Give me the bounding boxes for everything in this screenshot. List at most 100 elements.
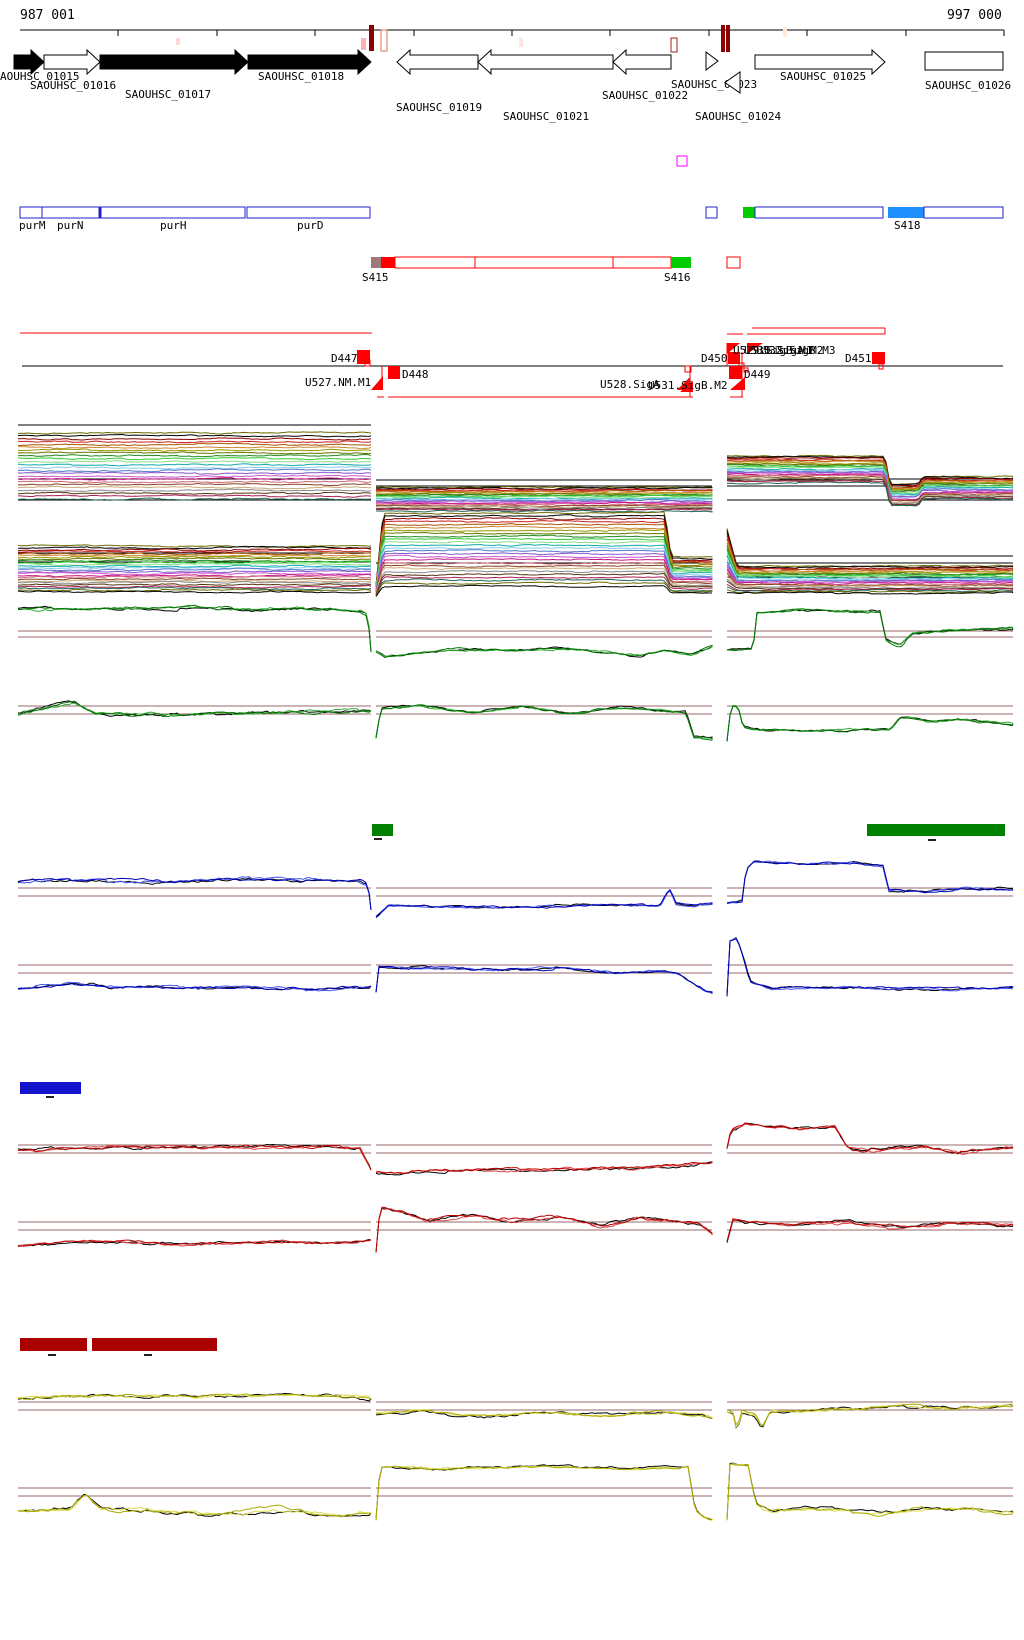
tu-flag-down-2[interactable] — [730, 377, 745, 390]
gene-arrow-SAOUHSC_01025[interactable] — [754, 48, 886, 76]
probe-intensity-track-1-line — [726, 456, 1014, 487]
gene-arrow-SAOUHSC_01018[interactable] — [247, 48, 372, 76]
tu-flag-up-2[interactable] — [747, 343, 763, 354]
tu-flag-U531[interactable] — [680, 381, 693, 392]
tu-label-D447: D447 — [331, 352, 358, 365]
operon-bar-red-1[interactable] — [20, 1338, 87, 1351]
feature-box-blue-row-2[interactable] — [98, 206, 246, 219]
probe-intensity-track-1-line — [726, 471, 1013, 498]
probe-intensity-track-2-line — [375, 554, 713, 591]
red-signal-track-2-line — [726, 1219, 1014, 1242]
feature-box-red-row-2[interactable] — [394, 256, 672, 269]
feature-box-red-row-1[interactable] — [381, 257, 395, 268]
gene-arrow-SAOUHSC_01022[interactable] — [612, 48, 672, 76]
probe-intensity-track-2-line — [17, 588, 372, 592]
feature-box-blue-row-1[interactable] — [41, 206, 100, 219]
feature-label-purH: purH — [160, 219, 187, 232]
yellow-signal-track-2-line — [17, 1494, 372, 1517]
probe-intensity-track-2-line — [375, 523, 713, 587]
tu-box-D450[interactable] — [728, 352, 740, 364]
tu-box-D448[interactable] — [388, 366, 400, 379]
probe-intensity-track-1-line — [17, 474, 372, 478]
green-signal-track-2-line — [726, 705, 1014, 741]
probe-intensity-track-2-line — [375, 534, 713, 589]
feature-box-red-row-4[interactable] — [726, 256, 741, 269]
tu-open-box — [364, 359, 371, 367]
probe-intensity-track-2-line — [375, 514, 713, 586]
yellow-signal-track-2-line — [375, 1465, 713, 1521]
gene-box-SAOUHSC_01026[interactable] — [924, 51, 1004, 71]
probe-intensity-track-1-line — [17, 463, 372, 467]
gene-arrow-SAOUHSC_01024[interactable] — [724, 71, 741, 94]
feature-box-blue-row-3[interactable] — [246, 206, 371, 219]
variant-mark — [380, 29, 388, 52]
tu-open-box — [743, 367, 749, 373]
probe-intensity-track-2-line — [726, 532, 1013, 570]
variant-mark — [176, 38, 180, 45]
operon-bar-green-2[interactable] — [867, 824, 1005, 836]
probe-intensity-track-2-line — [375, 578, 713, 596]
yellow-signal-track-2-line — [17, 1494, 372, 1518]
probe-intensity-track-1-line — [375, 503, 713, 507]
yellow-signal-track-2-line — [726, 1463, 1014, 1521]
gene-arrow-SAOUHSC_01017[interactable] — [99, 48, 249, 76]
feature-box-blue-row-8[interactable] — [923, 206, 1004, 219]
tu-flag-up-1[interactable] — [727, 343, 740, 354]
probe-intensity-track-2-line — [17, 544, 372, 548]
gene-arrow-SAOUHSC_01023[interactable] — [705, 51, 719, 71]
gene-arrow-AOUHSC_01015[interactable] — [13, 48, 45, 76]
probe-intensity-track-1-line — [17, 480, 372, 484]
selection-box-magenta[interactable] — [676, 155, 688, 167]
feature-box-blue-row-6[interactable] — [754, 206, 884, 219]
gene-arrow-SAOUHSC_01021[interactable] — [477, 48, 614, 76]
feature-box-red-row-0[interactable] — [371, 257, 381, 268]
feature-box-red-row-3[interactable] — [671, 257, 691, 268]
tu-box-D447[interactable] — [357, 350, 370, 364]
variant-mark — [721, 25, 725, 52]
tu-label-U528.SigA: U528.SigA — [600, 378, 660, 391]
operon-bar-green-1[interactable] — [372, 824, 393, 836]
probe-intensity-track-2-line — [726, 589, 1014, 594]
tu-box-D451[interactable] — [872, 352, 885, 364]
probe-intensity-track-1-line — [17, 476, 372, 481]
red-signal-track-1-line — [726, 1123, 1014, 1155]
gene-arrow-SAOUHSC_01016[interactable] — [43, 48, 101, 76]
operon-bar-red-2[interactable] — [92, 1338, 217, 1351]
probe-intensity-track-2-line — [375, 567, 713, 593]
probe-intensity-track-2-line — [375, 540, 713, 590]
tu-label-U531.SigB.M2: U531.SigB.M2 — [648, 379, 727, 392]
feature-box-blue-row-4[interactable] — [705, 206, 718, 219]
probe-intensity-track-1-line — [17, 471, 372, 475]
probe-intensity-track-1-line — [375, 495, 713, 499]
tu-flag-U527[interactable] — [371, 376, 383, 390]
gene-arrow-SAOUHSC_01019[interactable] — [396, 48, 479, 76]
green-signal-track-1-line — [726, 607, 1014, 651]
probe-intensity-track-2-line — [375, 519, 713, 587]
probe-intensity-track-2-line — [375, 576, 713, 595]
green-signal-track-2-line — [375, 704, 713, 740]
probe-intensity-track-1-line — [726, 455, 1014, 486]
probe-intensity-track-1-line — [375, 501, 713, 505]
yellow-signal-track-2-line — [375, 1465, 713, 1522]
tu-box-D449[interactable] — [729, 366, 742, 379]
probe-intensity-track-1-line — [17, 485, 372, 490]
probe-intensity-track-1-line — [17, 437, 372, 441]
blue-signal-track-2-line — [375, 965, 713, 994]
probe-intensity-track-2-line — [17, 564, 372, 568]
feature-box-blue-row-0[interactable] — [19, 206, 43, 219]
feature-box-blue-row-7[interactable] — [888, 207, 924, 218]
feature-box-blue-row-5[interactable] — [743, 207, 755, 218]
yellow-signal-track-1-line — [375, 1409, 713, 1420]
green-signal-track-1-line — [17, 604, 372, 653]
probe-intensity-track-1-line — [17, 466, 372, 470]
probe-intensity-track-1-line — [17, 440, 372, 444]
probe-intensity-track-2-line — [17, 579, 372, 583]
blue-signal-track-2-line — [726, 938, 1014, 996]
probe-intensity-track-1-line — [376, 486, 713, 491]
operon-bar-blue[interactable] — [20, 1082, 81, 1094]
tu-label-D449: D449 — [744, 368, 771, 381]
variant-mark — [369, 25, 374, 51]
probe-intensity-track-2-line — [726, 591, 1014, 595]
probe-intensity-track-2-line — [375, 564, 713, 593]
gene-label-SAOUHSC_01026: SAOUHSC_01026 — [925, 79, 1011, 92]
